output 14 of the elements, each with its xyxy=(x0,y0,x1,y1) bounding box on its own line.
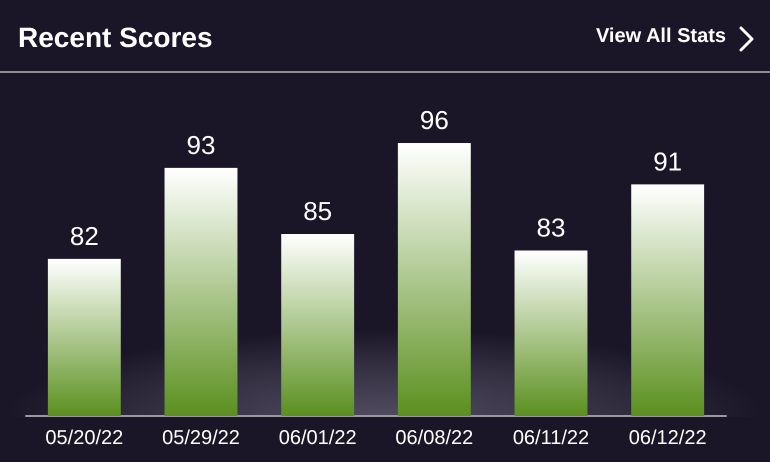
data-label: 85 xyxy=(303,196,332,226)
x-tick-label: 06/01/22 xyxy=(278,427,357,449)
data-label: 93 xyxy=(186,130,216,160)
data-label: 82 xyxy=(70,220,99,251)
x-tick-label: 05/29/22 xyxy=(162,427,240,449)
x-tick-label: 06/08/22 xyxy=(395,427,474,449)
chart-title: Recent Scores xyxy=(18,22,213,53)
x-tick-label: 05/20/22 xyxy=(45,427,124,449)
text: View All Stats xyxy=(596,24,726,48)
data-label: 91 xyxy=(653,146,682,176)
x-tick-label: 06/11/22 xyxy=(512,427,590,449)
x-tick-label: 06/12/22 xyxy=(628,427,707,449)
data-label: 96 xyxy=(420,105,449,135)
data-label: 83 xyxy=(536,212,566,243)
